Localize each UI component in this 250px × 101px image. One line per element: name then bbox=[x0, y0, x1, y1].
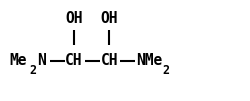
Text: CH: CH bbox=[65, 53, 82, 68]
Text: 2: 2 bbox=[162, 64, 169, 77]
Text: Me: Me bbox=[10, 53, 27, 68]
Text: OH: OH bbox=[100, 11, 117, 26]
Text: N: N bbox=[37, 53, 46, 68]
Text: CH: CH bbox=[100, 53, 117, 68]
Text: OH: OH bbox=[65, 11, 82, 26]
Text: NMe: NMe bbox=[136, 53, 162, 68]
Text: 2: 2 bbox=[30, 64, 36, 77]
